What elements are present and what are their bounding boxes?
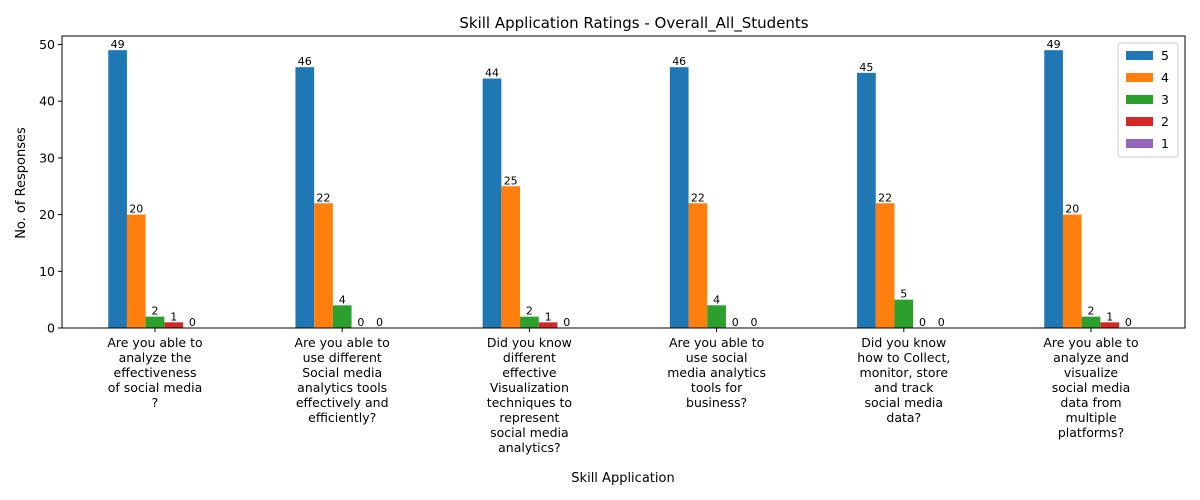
- legend-swatch: [1126, 51, 1153, 60]
- legend-swatch: [1126, 73, 1153, 82]
- bar-value-label: 2: [152, 305, 159, 318]
- legend-label: 1: [1161, 136, 1169, 151]
- bar-value-label: 0: [189, 316, 196, 329]
- bar-value-label: 0: [357, 316, 364, 329]
- y-axis-label: No. of Responses: [14, 127, 29, 239]
- bar-value-label: 44: [485, 67, 499, 80]
- bar-series-3-cat-6: [1081, 316, 1101, 328]
- bar-value-label: 0: [938, 316, 945, 329]
- legend-swatch: [1126, 117, 1153, 126]
- bar-value-label: 20: [129, 203, 143, 216]
- bar-value-label: 1: [1106, 310, 1113, 323]
- bar-series-5-cat-4: [669, 67, 689, 329]
- bar-series-4-cat-1: [126, 214, 146, 328]
- bar-value-label: 5: [900, 288, 907, 301]
- bar-series-5-cat-3: [482, 78, 502, 329]
- bar-series-5-cat-2: [295, 67, 315, 329]
- plot-frame: [61, 35, 1186, 329]
- legend-swatch: [1126, 95, 1153, 104]
- bar-value-label: 4: [339, 293, 346, 306]
- bar-value-label: 46: [298, 55, 312, 68]
- bar-series-4-cat-2: [314, 203, 333, 328]
- legend-label: 3: [1161, 92, 1169, 107]
- bar-series-3-cat-5: [894, 299, 914, 328]
- legend-label: 5: [1161, 48, 1169, 63]
- bar-value-label: 22: [878, 191, 892, 204]
- bar-series-5-cat-6: [1044, 50, 1063, 329]
- bar-value-label: 49: [111, 38, 125, 51]
- bar-value-label: 0: [376, 316, 383, 329]
- bar-series-3-cat-4: [707, 305, 726, 328]
- bar-value-label: 22: [317, 191, 331, 204]
- bar-value-label: 22: [691, 191, 705, 204]
- legend: 5 4 3 2 1: [1117, 42, 1179, 158]
- x-tick-label: Are you able to use different Social media…: [295, 335, 390, 425]
- x-tick-label: Did you know different effective Visualizat…: [487, 335, 572, 455]
- bar-series-3-cat-2: [332, 305, 352, 328]
- bar-series-4-cat-5: [875, 203, 895, 328]
- legend-label: 4: [1161, 70, 1169, 85]
- bar-series-2-cat-3: [538, 322, 558, 328]
- bar-value-label: 2: [526, 305, 533, 318]
- y-tick-label: 20: [39, 207, 55, 222]
- bar-value-label: 1: [545, 310, 552, 323]
- legend-swatch: [1126, 139, 1153, 148]
- bar-series-5-cat-5: [857, 72, 876, 328]
- x-tick-label: Are you able to analyze the effectiveness o…: [107, 335, 202, 410]
- bar-series-2-cat-1: [164, 322, 184, 328]
- x-tick-label: Did you know how to Collect, monitor, stor…: [857, 335, 950, 425]
- bar-value-label: 0: [732, 316, 739, 329]
- bar-series-4-cat-4: [688, 203, 708, 328]
- x-tick-label: Are you able to analyze and visualize socia…: [1043, 335, 1138, 440]
- bar-series-3-cat-1: [145, 316, 165, 328]
- bar-value-label: 46: [672, 55, 686, 68]
- chart-title: Skill Application Ratings - Overall_All_…: [459, 14, 808, 33]
- x-tick-label: Are you able to use social media analytics…: [667, 335, 766, 410]
- y-tick-label: 0: [47, 321, 55, 336]
- legend-label: 2: [1161, 114, 1169, 129]
- y-tick-label: 30: [39, 150, 55, 165]
- bar-series-2-cat-6: [1100, 322, 1120, 328]
- x-axis-label: Skill Application: [571, 471, 674, 486]
- bar-value-label: 0: [751, 316, 758, 329]
- bar-series-4-cat-3: [501, 186, 521, 328]
- bar-value-label: 49: [1047, 38, 1061, 51]
- bar-value-label: 25: [504, 174, 518, 187]
- bar-value-label: 45: [859, 61, 873, 74]
- y-tick-label: 50: [39, 37, 55, 52]
- bar-value-label: 2: [1088, 305, 1095, 318]
- bar-value-label: 0: [919, 316, 926, 329]
- bar-value-label: 0: [563, 316, 570, 329]
- bar-value-label: 1: [170, 310, 177, 323]
- bar-value-label: 20: [1065, 203, 1079, 216]
- bar-series-5-cat-1: [108, 50, 127, 329]
- bar-series-3-cat-3: [520, 316, 539, 328]
- y-tick-label: 40: [39, 94, 55, 109]
- bar-value-label: 4: [713, 293, 720, 306]
- y-tick-label: 10: [39, 264, 55, 279]
- bar-value-label: 0: [1125, 316, 1132, 329]
- bar-series-4-cat-6: [1062, 214, 1082, 328]
